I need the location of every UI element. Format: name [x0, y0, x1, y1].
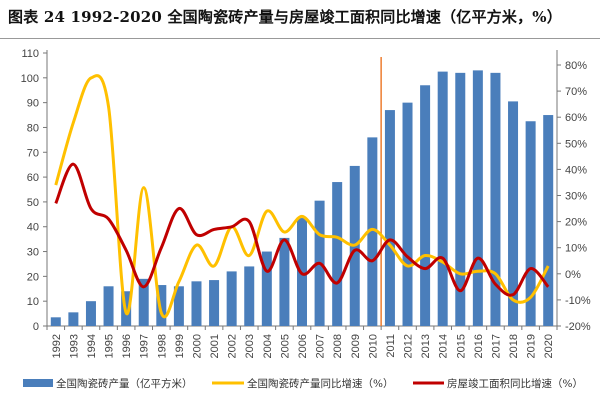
left-tick-label: 30 [27, 247, 39, 259]
right-tick-label: 0% [565, 269, 581, 281]
right-tick-label: 70% [565, 86, 587, 98]
bar-2014 [437, 71, 448, 326]
bar-2013 [420, 85, 431, 326]
x-tick-label: 2015 [455, 334, 467, 358]
bar-2015 [455, 72, 466, 326]
right-tick-label: 60% [565, 112, 587, 124]
right-tick-label: 20% [565, 217, 587, 229]
bar-2005 [279, 237, 290, 326]
bar-2012 [402, 102, 413, 327]
bar-1998 [156, 285, 167, 326]
x-tick-label: 1995 [104, 334, 116, 358]
right-tick-label: 50% [565, 138, 587, 150]
bar-2011 [384, 110, 395, 326]
bar-2002 [226, 271, 237, 326]
right-tick-label: 30% [565, 191, 587, 203]
left-tick-label: 70 [27, 147, 39, 159]
bar-1999 [173, 286, 184, 326]
right-tick-label: -10% [565, 295, 591, 307]
x-tick-label: 2005 [279, 334, 291, 358]
right-tick-label: 80% [565, 60, 587, 72]
bar-1993 [68, 312, 79, 326]
x-tick-label: 1999 [174, 334, 186, 358]
left-tick-label: 10 [27, 296, 39, 308]
x-tick-label: 2010 [367, 334, 379, 358]
left-tick-label: 0 [33, 321, 39, 333]
x-tick-label: 1992 [51, 334, 63, 358]
x-tick-label: 2001 [209, 334, 221, 358]
x-tick-label: 2016 [473, 334, 485, 358]
left-tick-label: 40 [27, 222, 39, 234]
bar-2000 [191, 281, 202, 326]
x-tick-label: 2000 [191, 334, 203, 358]
bar-2020 [543, 115, 554, 326]
x-tick-label: 1994 [86, 334, 98, 358]
x-tick-label: 2019 [526, 334, 538, 358]
left-tick-label: 80 [27, 122, 39, 134]
bar-2001 [209, 280, 220, 326]
left-tick-label: 90 [27, 98, 39, 110]
bar-1992 [50, 317, 61, 326]
legend-swatch-bar [23, 379, 53, 387]
bar-2018 [508, 101, 519, 327]
bar-2004 [261, 251, 272, 326]
x-tick-label: 2007 [315, 334, 327, 358]
bar-1994 [85, 301, 96, 326]
left-tick-label: 100 [21, 73, 39, 85]
x-tick-label: 2009 [350, 334, 362, 358]
x-tick-label: 2012 [403, 334, 415, 358]
bar-2003 [244, 266, 255, 326]
legend-label-yellow: 全国陶瓷砖产量同比增速（%） [247, 377, 393, 390]
x-tick-label: 1996 [121, 334, 133, 358]
right-tick-label: -20% [565, 321, 591, 333]
x-tick-label: 2006 [297, 334, 309, 358]
left-tick-label: 50 [27, 197, 39, 209]
x-tick-label: 1993 [68, 334, 80, 358]
x-tick-label: 2014 [438, 334, 450, 358]
bar-2010 [367, 137, 378, 326]
x-tick-label: 2017 [490, 334, 502, 358]
right-tick-label: 10% [565, 243, 587, 255]
legend-label-bar: 全国陶瓷砖产量（亿平方米） [56, 377, 193, 390]
x-tick-label: 2004 [262, 334, 274, 358]
bar-1997 [138, 278, 149, 326]
left-tick-label: 20 [27, 271, 39, 283]
x-tick-label: 2008 [332, 334, 344, 358]
x-tick-label: 2018 [508, 334, 520, 358]
bar-2019 [525, 121, 536, 326]
left-tick-label: 110 [21, 48, 39, 60]
x-tick-label: 2013 [420, 334, 432, 358]
x-tick-label: 1998 [156, 334, 168, 358]
bar-1995 [103, 286, 114, 326]
x-tick-label: 2011 [385, 334, 397, 358]
chart-title: 图表 24 1992-2020 全国陶瓷砖产量与房屋竣工面积同比增速（亿平方米，… [8, 8, 562, 26]
bar-2016 [472, 70, 483, 326]
bar-2008 [332, 182, 343, 326]
x-tick-label: 2020 [543, 334, 555, 358]
x-tick-label: 2003 [244, 334, 256, 358]
left-tick-label: 60 [27, 172, 39, 184]
x-tick-label: 2002 [227, 334, 239, 358]
bar-2017 [490, 72, 501, 326]
title-divider [0, 38, 600, 39]
x-tick-label: 1997 [139, 334, 151, 358]
legend-label-red: 房屋竣工面积同比增速（%） [447, 377, 583, 390]
right-tick-label: 40% [565, 164, 587, 176]
